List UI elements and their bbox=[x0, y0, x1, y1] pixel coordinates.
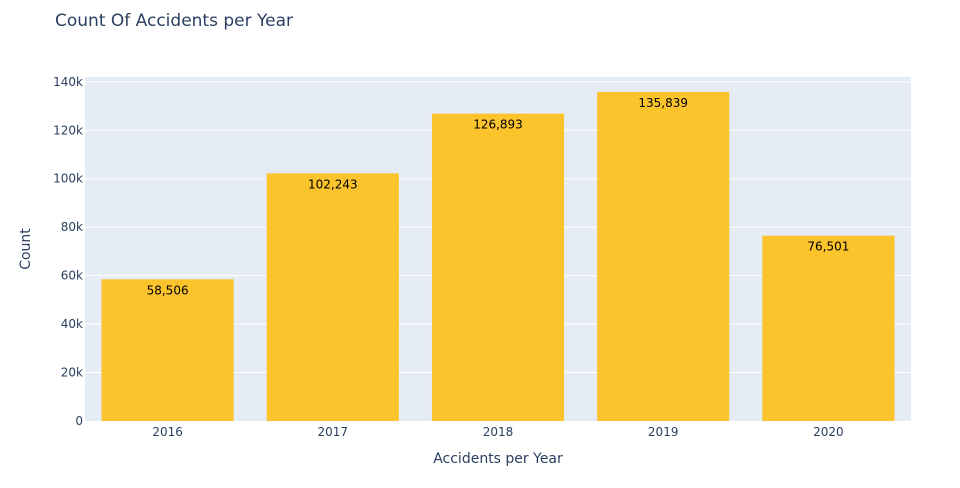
bar-value-label: 76,501 bbox=[807, 240, 849, 254]
y-axis-title: Count bbox=[18, 228, 34, 270]
y-tick-label: 40k bbox=[61, 317, 83, 331]
x-tick-label: 2020 bbox=[813, 425, 844, 439]
y-tick-label: 100k bbox=[53, 172, 83, 186]
bars bbox=[101, 91, 895, 422]
x-tick-label: 2019 bbox=[648, 425, 679, 439]
bar-value-label: 102,243 bbox=[308, 177, 358, 191]
x-tick-label: 2016 bbox=[152, 425, 183, 439]
y-tick-label: 80k bbox=[61, 220, 83, 234]
y-tick-label: 120k bbox=[53, 123, 83, 137]
data-labels: 58,506 102,243 126,893 135,839 76,501 bbox=[147, 96, 850, 297]
x-tick-label: 2018 bbox=[483, 425, 514, 439]
bar-value-label: 135,839 bbox=[638, 96, 688, 110]
bar-2020[interactable] bbox=[762, 235, 895, 421]
y-tick-label: 0 bbox=[75, 414, 83, 428]
y-tick-label: 20k bbox=[61, 366, 83, 380]
bar-value-label: 126,893 bbox=[473, 118, 523, 132]
x-axis-title: Accidents per Year bbox=[433, 451, 563, 467]
bar-2019[interactable] bbox=[597, 91, 730, 422]
bar-2017[interactable] bbox=[266, 173, 399, 421]
y-tick-label: 140k bbox=[53, 75, 83, 89]
bar-value-label: 58,506 bbox=[147, 283, 189, 297]
y-axis-ticks: 0 20k 40k 60k 80k 100k 120k 140k bbox=[53, 75, 83, 428]
bar-2018[interactable] bbox=[431, 113, 565, 422]
x-axis-ticks: 2016 2017 2018 2019 2020 bbox=[152, 425, 843, 439]
chart-title: Count Of Accidents per Year bbox=[55, 11, 293, 31]
y-tick-label: 60k bbox=[61, 269, 83, 283]
x-tick-label: 2017 bbox=[318, 425, 349, 439]
bar-2016[interactable] bbox=[101, 279, 234, 421]
